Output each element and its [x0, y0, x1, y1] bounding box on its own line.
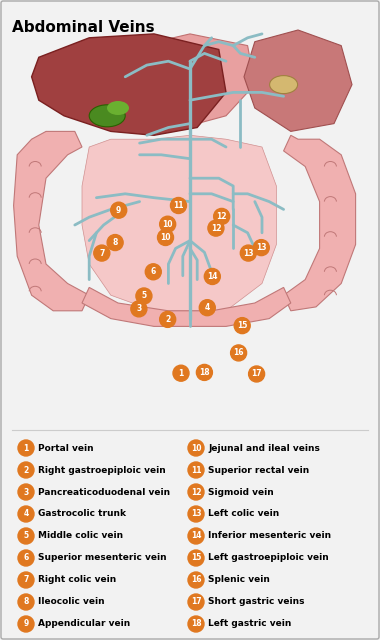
- Polygon shape: [14, 131, 89, 311]
- Circle shape: [111, 202, 127, 218]
- Text: 5: 5: [141, 291, 146, 301]
- Circle shape: [188, 616, 204, 632]
- Circle shape: [204, 269, 220, 285]
- Text: 3: 3: [24, 488, 28, 497]
- Text: Left gastric vein: Left gastric vein: [208, 620, 291, 628]
- Text: Abdominal Veins: Abdominal Veins: [12, 20, 155, 35]
- Text: 14: 14: [191, 531, 201, 541]
- Text: Inferior mesenteric vein: Inferior mesenteric vein: [208, 531, 331, 541]
- Circle shape: [173, 365, 189, 381]
- Text: 17: 17: [251, 369, 262, 378]
- Polygon shape: [129, 34, 255, 127]
- Text: 3: 3: [136, 305, 141, 314]
- Text: Superior mesenteric vein: Superior mesenteric vein: [38, 554, 166, 563]
- Text: 15: 15: [237, 321, 247, 330]
- Text: Gastrocolic trunk: Gastrocolic trunk: [38, 509, 126, 518]
- Circle shape: [234, 317, 250, 333]
- Text: Superior rectal vein: Superior rectal vein: [208, 465, 309, 474]
- Text: 11: 11: [191, 465, 201, 474]
- Circle shape: [145, 264, 161, 280]
- Text: 13: 13: [256, 243, 266, 252]
- Circle shape: [94, 245, 110, 261]
- Circle shape: [199, 300, 215, 316]
- Text: 18: 18: [199, 368, 210, 377]
- Circle shape: [249, 366, 264, 382]
- Text: 12: 12: [191, 488, 201, 497]
- Text: 13: 13: [191, 509, 201, 518]
- Circle shape: [18, 528, 34, 544]
- Circle shape: [160, 312, 176, 328]
- Circle shape: [231, 345, 247, 361]
- Polygon shape: [82, 287, 291, 326]
- Polygon shape: [82, 135, 276, 311]
- Circle shape: [18, 550, 34, 566]
- Ellipse shape: [269, 76, 298, 93]
- Circle shape: [188, 506, 204, 522]
- Text: Jejunal and ileal veins: Jejunal and ileal veins: [208, 444, 320, 452]
- Text: Sigmoid vein: Sigmoid vein: [208, 488, 274, 497]
- Circle shape: [188, 462, 204, 478]
- Text: 6: 6: [150, 268, 156, 276]
- Polygon shape: [244, 30, 352, 131]
- Circle shape: [188, 528, 204, 544]
- Circle shape: [214, 209, 230, 225]
- Circle shape: [188, 550, 204, 566]
- Polygon shape: [32, 34, 226, 135]
- Circle shape: [18, 506, 34, 522]
- Text: 7: 7: [99, 248, 105, 257]
- Ellipse shape: [107, 101, 129, 115]
- Circle shape: [18, 440, 34, 456]
- Circle shape: [18, 594, 34, 610]
- Text: 1: 1: [178, 369, 184, 378]
- Text: Portal vein: Portal vein: [38, 444, 93, 452]
- Text: 2: 2: [24, 465, 28, 474]
- Text: Right gastroepiploic vein: Right gastroepiploic vein: [38, 465, 166, 474]
- Circle shape: [131, 301, 147, 317]
- Text: 12: 12: [211, 223, 221, 232]
- Text: 8: 8: [112, 238, 118, 247]
- Text: 16: 16: [191, 575, 201, 584]
- Text: 10: 10: [162, 220, 173, 228]
- Ellipse shape: [89, 105, 125, 127]
- Circle shape: [188, 440, 204, 456]
- Text: Splenic vein: Splenic vein: [208, 575, 270, 584]
- Circle shape: [107, 234, 123, 250]
- Text: 15: 15: [191, 554, 201, 563]
- Text: Left colic vein: Left colic vein: [208, 509, 279, 518]
- Text: 10: 10: [160, 233, 171, 242]
- Circle shape: [18, 572, 34, 588]
- Circle shape: [188, 594, 204, 610]
- Circle shape: [18, 462, 34, 478]
- Text: Short gastric veins: Short gastric veins: [208, 598, 304, 607]
- Circle shape: [208, 220, 224, 236]
- Text: 13: 13: [243, 248, 253, 257]
- Text: 6: 6: [24, 554, 28, 563]
- Circle shape: [136, 288, 152, 304]
- Circle shape: [18, 484, 34, 500]
- Text: 14: 14: [207, 272, 218, 281]
- Text: 16: 16: [233, 348, 244, 357]
- Text: Pancreaticoduodenal vein: Pancreaticoduodenal vein: [38, 488, 170, 497]
- Text: 7: 7: [23, 575, 28, 584]
- Circle shape: [253, 239, 269, 255]
- Text: 10: 10: [191, 444, 201, 452]
- Text: 2: 2: [165, 315, 170, 324]
- Circle shape: [240, 245, 256, 261]
- Circle shape: [196, 364, 212, 380]
- Text: 9: 9: [116, 205, 121, 214]
- Text: 4: 4: [24, 509, 28, 518]
- Text: 8: 8: [23, 598, 28, 607]
- Circle shape: [188, 572, 204, 588]
- Text: Middle colic vein: Middle colic vein: [38, 531, 123, 541]
- Text: 12: 12: [217, 212, 227, 221]
- Text: 1: 1: [24, 444, 28, 452]
- Text: 5: 5: [24, 531, 28, 541]
- Circle shape: [18, 616, 34, 632]
- Text: 9: 9: [24, 620, 28, 628]
- Text: 17: 17: [191, 598, 201, 607]
- Circle shape: [158, 230, 174, 246]
- Circle shape: [171, 198, 187, 214]
- Text: Ileocolic vein: Ileocolic vein: [38, 598, 104, 607]
- Text: 18: 18: [191, 620, 201, 628]
